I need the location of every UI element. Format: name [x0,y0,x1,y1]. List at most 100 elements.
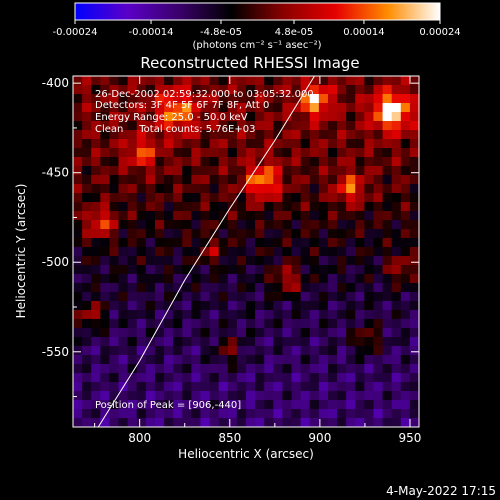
heatmap-cell [227,310,238,320]
heatmap-cell [327,121,338,131]
heatmap-cell [300,157,311,167]
heatmap-cell [109,391,120,401]
heatmap-cell [337,112,347,122]
heatmap-cell [118,193,129,203]
heatmap-cell [355,238,365,248]
heatmap-cell [191,157,202,167]
heatmap-cell [391,148,402,158]
heatmap-cell [409,301,419,311]
heatmap-cell [100,112,111,122]
heatmap-cell [309,121,320,131]
heatmap-cell [136,76,147,86]
heatmap-cell [364,301,375,311]
heatmap-cell [200,175,211,185]
heatmap-cell [109,328,120,338]
heatmap-cell [182,418,192,427]
heatmap-cell [364,157,375,167]
heatmap-cell [236,328,247,338]
heatmap-cell [209,157,220,167]
heatmap-cell [127,148,138,158]
heatmap-cell [255,103,265,113]
heatmap-cell [264,346,274,356]
heatmap-cell [209,112,220,122]
heatmap-cell [227,274,238,284]
heatmap-cell [282,310,293,320]
heatmap-cell [364,382,375,392]
heatmap-cell [200,229,211,239]
heatmap-cell [391,301,402,311]
heatmap-cell [282,175,293,185]
heatmap-cell [127,283,138,293]
heatmap-cell [309,319,320,329]
heatmap-cell [236,382,247,392]
heatmap-cell [391,76,402,86]
heatmap-cell [309,139,320,149]
heatmap-cell [136,247,147,257]
heatmap-cell [236,76,247,86]
heatmap-cell [127,157,138,167]
heatmap-cell [91,211,101,221]
heatmap-cell [118,85,129,95]
heatmap-cell [264,211,274,221]
heatmap-cell [191,319,202,329]
heatmap-cell [355,202,365,212]
heatmap-cell [154,238,165,248]
heatmap-cell [100,166,111,176]
heatmap-cell [182,247,192,257]
heatmap-cell [309,148,320,158]
heatmap-cell [200,121,211,131]
heatmap-cell [318,256,329,266]
heatmap-cell [382,112,393,122]
heatmap-cell [109,346,120,356]
heatmap-cell [337,184,347,194]
heatmap-cell [300,382,311,392]
heatmap-cell [337,346,347,356]
heatmap-cell [154,382,165,392]
heatmap-cell [109,157,120,167]
heatmap-cell [154,103,165,113]
heatmap-cell [154,211,165,221]
heatmap-cell [291,391,302,401]
heatmap-cell [136,148,147,158]
heatmap-cell [73,220,83,230]
heatmap-cell [91,265,101,275]
heatmap-cell [227,355,238,365]
solar-limb-line [97,76,315,427]
y-tick-label: -450 [42,166,69,180]
heatmap-cell [337,148,347,158]
heatmap-cell [109,229,120,239]
heatmap-cell [182,85,192,95]
heatmap-cell [291,112,302,122]
heatmap-cell [355,346,365,356]
heatmap-cell [145,103,156,113]
heatmap-cell [318,139,329,149]
heatmap-cell [182,337,192,347]
heatmap-cell [264,238,274,248]
heatmap-cell [382,184,393,194]
heatmap-cell [236,220,247,230]
heatmap-cell [364,112,375,122]
heatmap-cell [82,202,92,212]
heatmap-cell [391,94,402,104]
heatmap-cell [173,76,183,86]
heatmap-cell [145,193,156,203]
heatmap-cell [318,130,329,140]
heatmap-cell [264,130,274,140]
heatmap-cell [300,193,311,203]
heatmap-cell [273,301,284,311]
heatmap-cell [82,211,92,221]
heatmap-cell [200,400,211,410]
heatmap-cell [318,211,329,221]
heatmap-cell [100,301,111,311]
heatmap-cell [327,85,338,95]
heatmap-cell [318,103,329,113]
heatmap-cell [209,184,220,194]
heatmap-cell [236,418,247,427]
heatmap-cell [382,400,393,410]
heatmap-cell [164,220,174,230]
heatmap-cell [91,337,101,347]
heatmap-cell [182,346,192,356]
heatmap-cell [100,139,111,149]
heatmap-cell [273,229,284,239]
heatmap-cell [109,418,120,427]
